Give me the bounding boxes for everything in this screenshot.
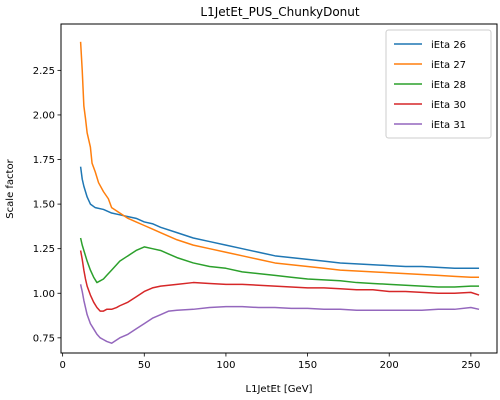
x-tick-label: 100 bbox=[216, 360, 235, 371]
legend-label: iEta 30 bbox=[431, 100, 466, 111]
x-tick-label: 0 bbox=[59, 360, 65, 371]
y-tick-label: 1.75 bbox=[33, 155, 55, 166]
y-axis: 0.75 1.00 1.25 1.50 1.75 2.00 2.25 bbox=[33, 66, 61, 344]
legend-label: iEta 27 bbox=[431, 60, 466, 71]
x-axis: 0 50 100 150 200 250 bbox=[59, 353, 480, 371]
y-tick-label: 1.50 bbox=[33, 200, 55, 211]
y-tick-label: 1.00 bbox=[33, 289, 55, 300]
series-line bbox=[79, 41, 480, 278]
plot-area bbox=[79, 41, 480, 344]
y-tick-label: 1.25 bbox=[33, 244, 55, 255]
x-tick-label: 200 bbox=[380, 360, 399, 371]
chart-title: L1JetEt_PUS_ChunkyDonut bbox=[200, 5, 359, 19]
legend-label: iEta 28 bbox=[431, 80, 466, 91]
axes-frame bbox=[60, 23, 498, 354]
x-tick-label: 50 bbox=[138, 360, 151, 371]
y-tick-label: 2.00 bbox=[33, 110, 55, 121]
x-tick-label: 150 bbox=[298, 360, 317, 371]
y-tick-label: 0.75 bbox=[33, 333, 55, 344]
legend-label: iEta 26 bbox=[431, 40, 466, 51]
series-line bbox=[79, 284, 480, 344]
series-line bbox=[79, 166, 480, 270]
x-tick-label: 250 bbox=[461, 360, 480, 371]
legend: iEta 26 iEta 27 iEta 28 iEta 30 iEta 31 bbox=[385, 29, 492, 139]
y-axis-label: Scale factor bbox=[5, 158, 16, 218]
y-tick-label: 2.25 bbox=[33, 66, 55, 77]
series-line bbox=[79, 237, 480, 288]
x-axis-label: L1JetEt [GeV] bbox=[246, 384, 313, 395]
legend-label: iEta 31 bbox=[431, 120, 466, 131]
series-line bbox=[79, 250, 480, 312]
legend-box bbox=[385, 29, 492, 139]
